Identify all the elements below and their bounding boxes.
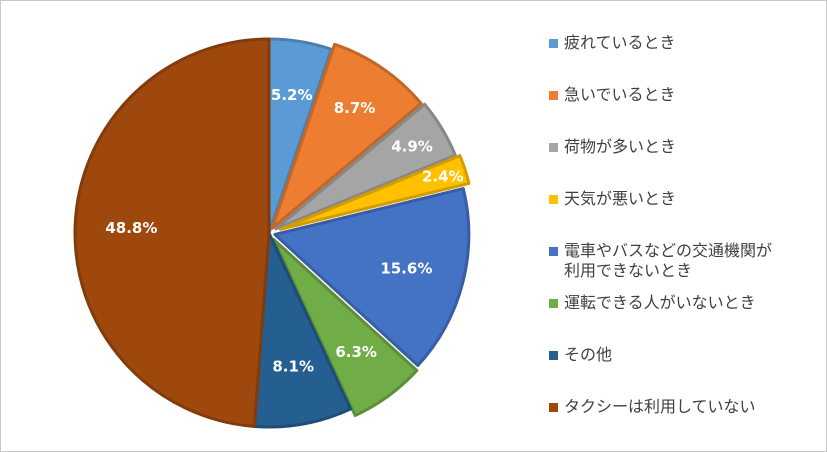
legend-item-6: 運転できる人がいないとき	[549, 293, 814, 313]
legend-item-8: タクシーは利用していない	[549, 397, 814, 417]
legend-label-2: 急いでいるとき	[564, 85, 676, 104]
legend-swatch-7	[549, 351, 558, 360]
data-label-6: 6.3%	[335, 343, 377, 361]
data-label-4: 2.4%	[422, 168, 464, 186]
data-label-8: 48.8%	[105, 219, 157, 237]
data-label-1: 5.2%	[271, 86, 313, 104]
pie-slice-8	[73, 37, 271, 428]
pie-slice-2	[270, 42, 423, 230]
pie-slice-5	[273, 187, 471, 368]
legend-label-7: その他	[564, 345, 613, 364]
data-label-5: 15.6%	[380, 259, 432, 277]
legend: 疲れているとき 急いでいるとき 荷物が多いとき 天気が悪いとき電車やバスなどの交通機関…	[549, 1, 819, 451]
legend-item-5: 電車やバスなどの交通機関が 利用できないとき	[549, 241, 814, 281]
legend-item-7: その他	[549, 345, 814, 365]
legend-label-6: 運転できる人がいないとき	[564, 293, 756, 312]
pie-slice-4	[278, 154, 471, 231]
legend-swatch-4	[549, 195, 558, 204]
legend-item-3: 荷物が多いとき	[549, 137, 814, 157]
legend-swatch-1	[549, 39, 558, 48]
legend-item-1: 疲れているとき	[549, 33, 814, 53]
data-label-3: 4.9%	[391, 138, 433, 156]
legend-item-2: 急いでいるとき	[549, 85, 814, 105]
data-label-2: 8.7%	[334, 99, 376, 117]
legend-swatch-2	[549, 91, 558, 100]
legend-swatch-3	[549, 143, 558, 152]
legend-swatch-5	[549, 247, 558, 256]
legend-label-4: 天気が悪いとき	[564, 189, 677, 208]
legend-swatch-6	[549, 299, 558, 308]
legend-swatch-8	[549, 403, 558, 412]
legend-label-3: 荷物が多いとき	[564, 137, 677, 156]
pie-slice-3	[274, 102, 457, 231]
legend-item-4: 天気が悪いとき	[549, 189, 814, 209]
legend-label-5: 電車やバスなどの交通機関が 利用できないとき	[564, 241, 773, 280]
pie-slice-7	[252, 231, 352, 429]
legend-label-1: 疲れているとき	[564, 33, 676, 52]
pie-slice-6	[272, 237, 419, 418]
legend-label-8: タクシーは利用していない	[564, 397, 756, 416]
data-label-7: 8.1%	[272, 358, 314, 376]
